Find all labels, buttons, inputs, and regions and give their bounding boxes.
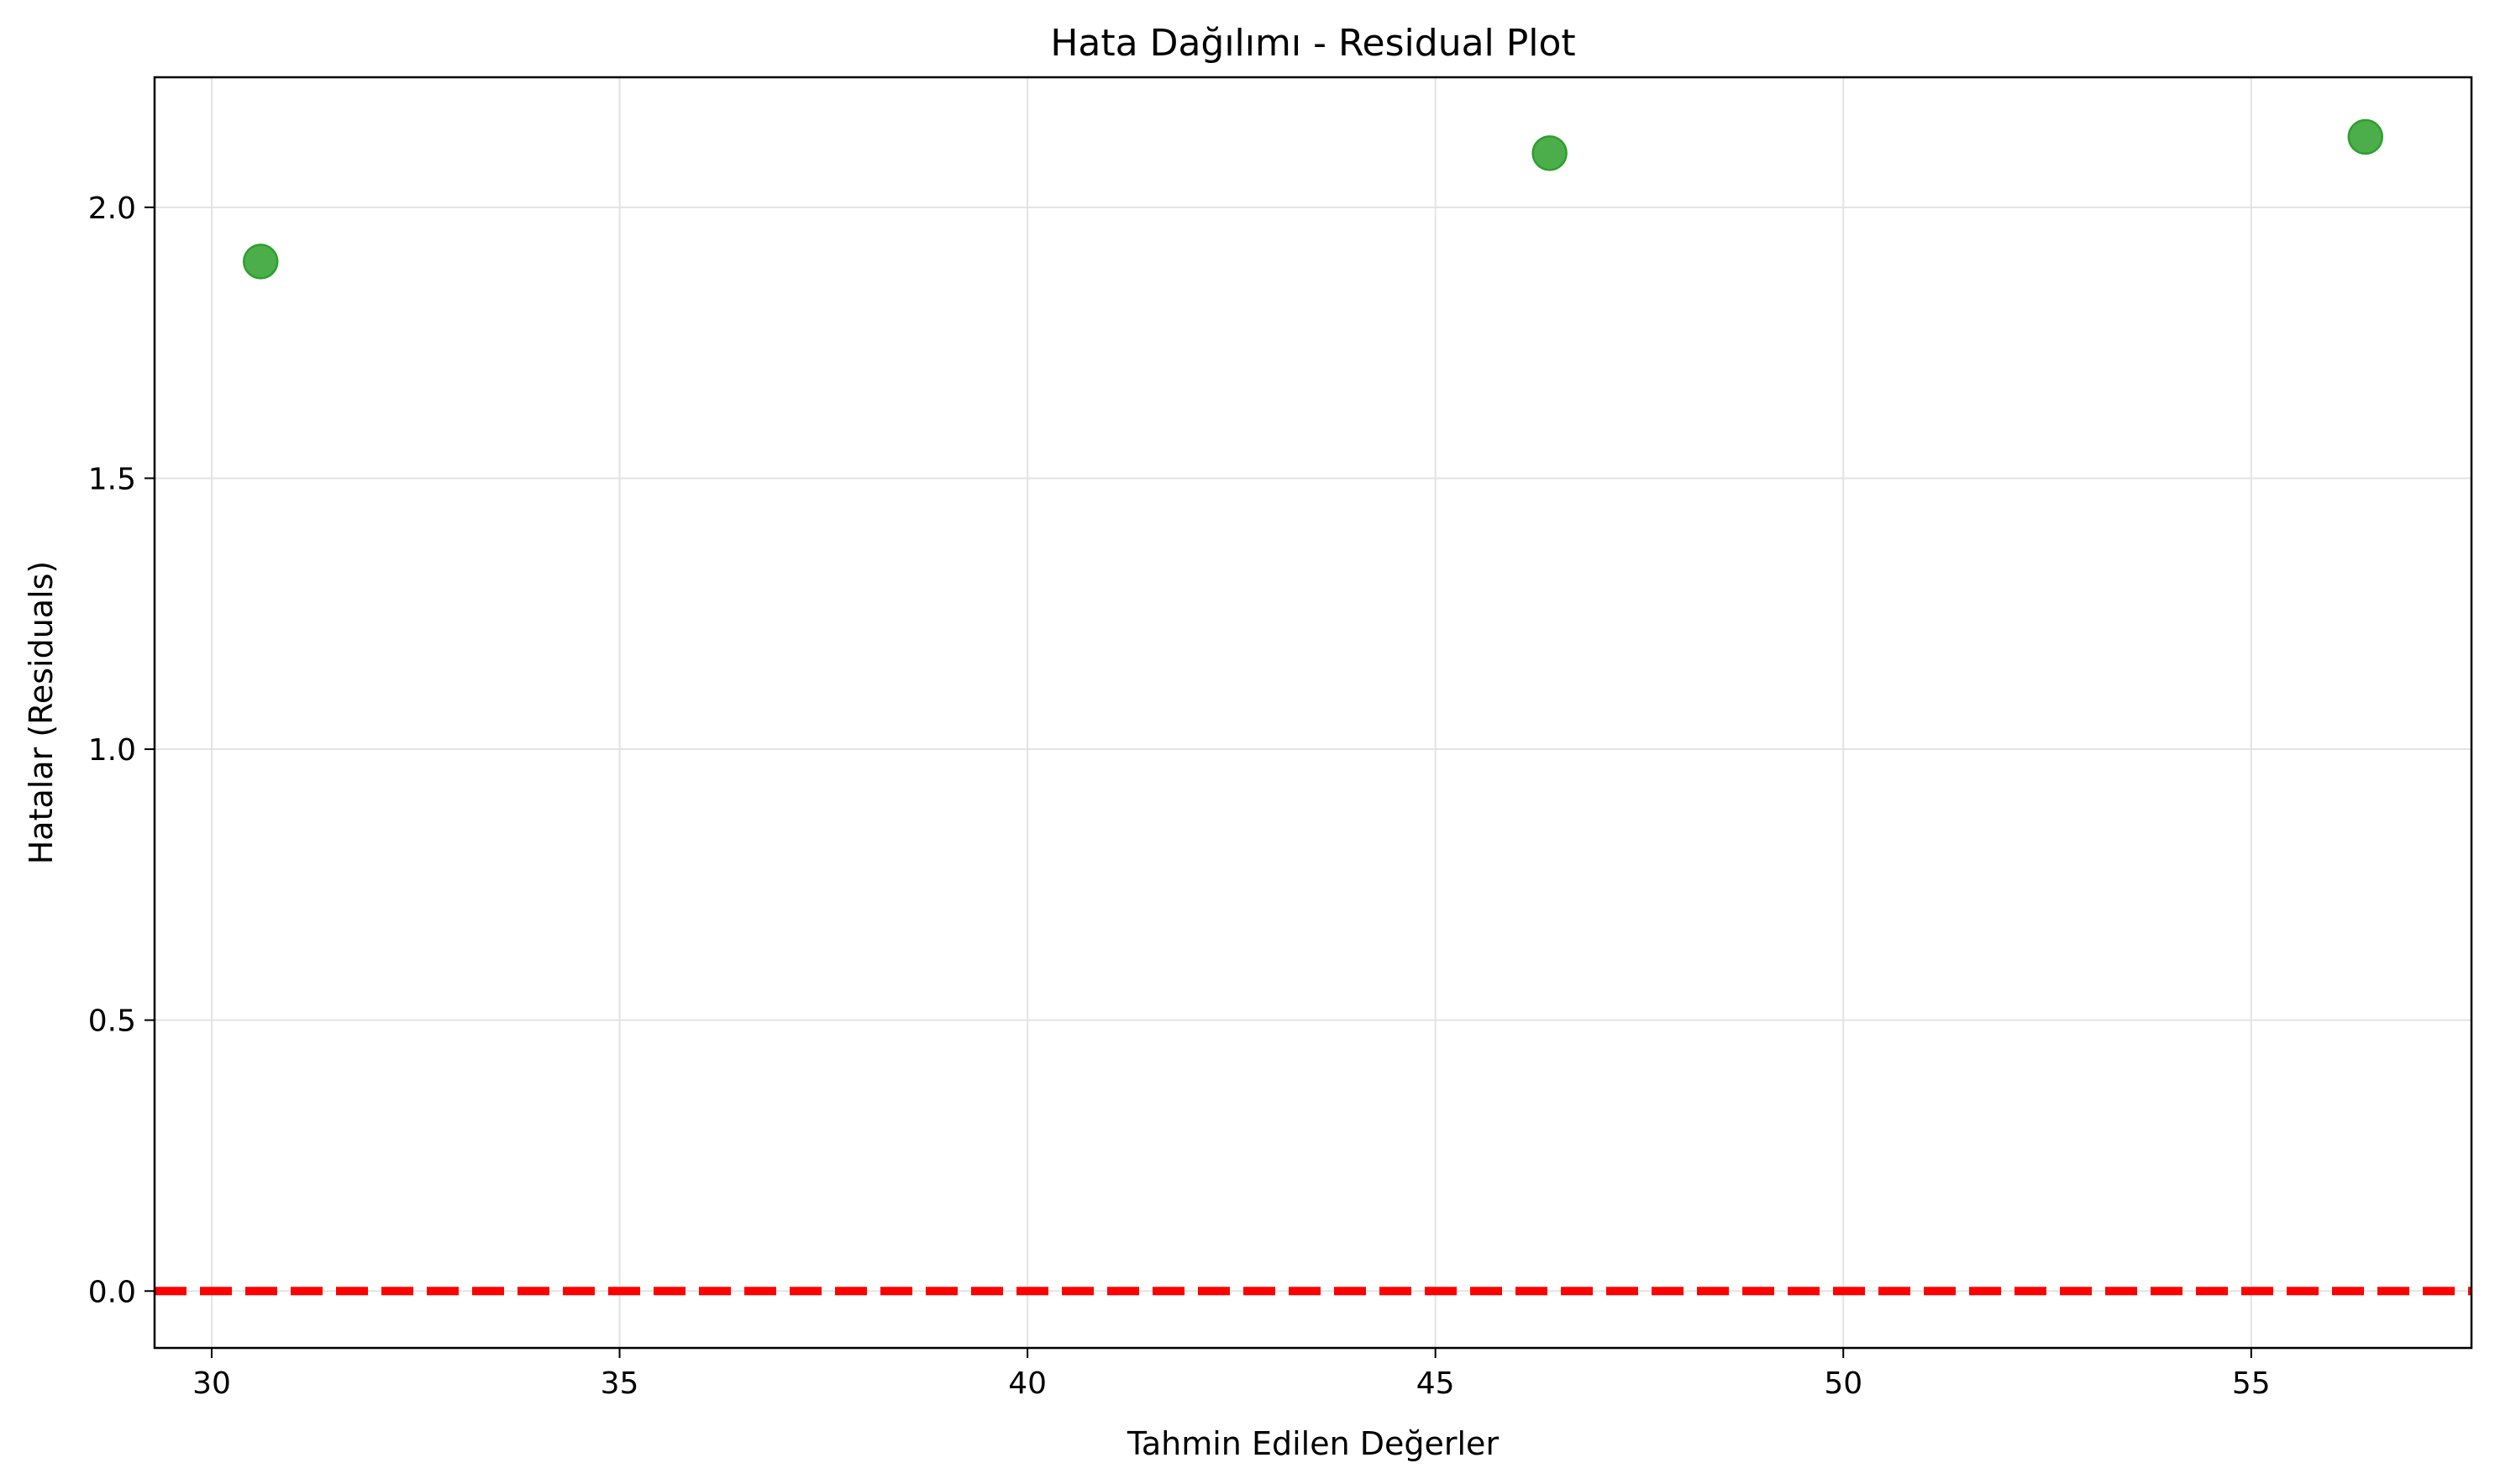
data-point [242, 244, 279, 280]
y-axis-ticks: 0.0 0.5 1.0 1.5 2.0 [88, 191, 155, 1309]
y-tick-label: 1.5 [88, 462, 136, 496]
y-tick-label: 0.5 [88, 1004, 136, 1039]
x-tick-label: 35 [601, 1366, 639, 1401]
x-tick-label: 30 [192, 1366, 231, 1401]
x-axis-label: Tahmin Edilen Değerler [1127, 1425, 1500, 1462]
y-tick-label: 0.0 [88, 1275, 136, 1309]
x-tick-label: 45 [1416, 1366, 1455, 1401]
x-tick-label: 55 [2232, 1366, 2271, 1401]
data-point [2347, 118, 2384, 155]
plot-frame [153, 76, 2473, 1350]
x-axis-ticks: 30 35 40 45 50 55 [192, 1348, 2271, 1401]
y-tick-label: 1.0 [88, 733, 136, 768]
x-tick-label: 50 [1824, 1366, 1862, 1401]
data-points [242, 118, 2384, 280]
x-tick-label: 40 [1008, 1366, 1047, 1401]
chart-title: Hata Dağılımı - Residual Plot [1050, 22, 1575, 65]
y-tick-label: 2.0 [88, 191, 136, 226]
y-axis-label: Hatalar (Residuals) [23, 561, 60, 865]
data-point [1531, 135, 1568, 171]
